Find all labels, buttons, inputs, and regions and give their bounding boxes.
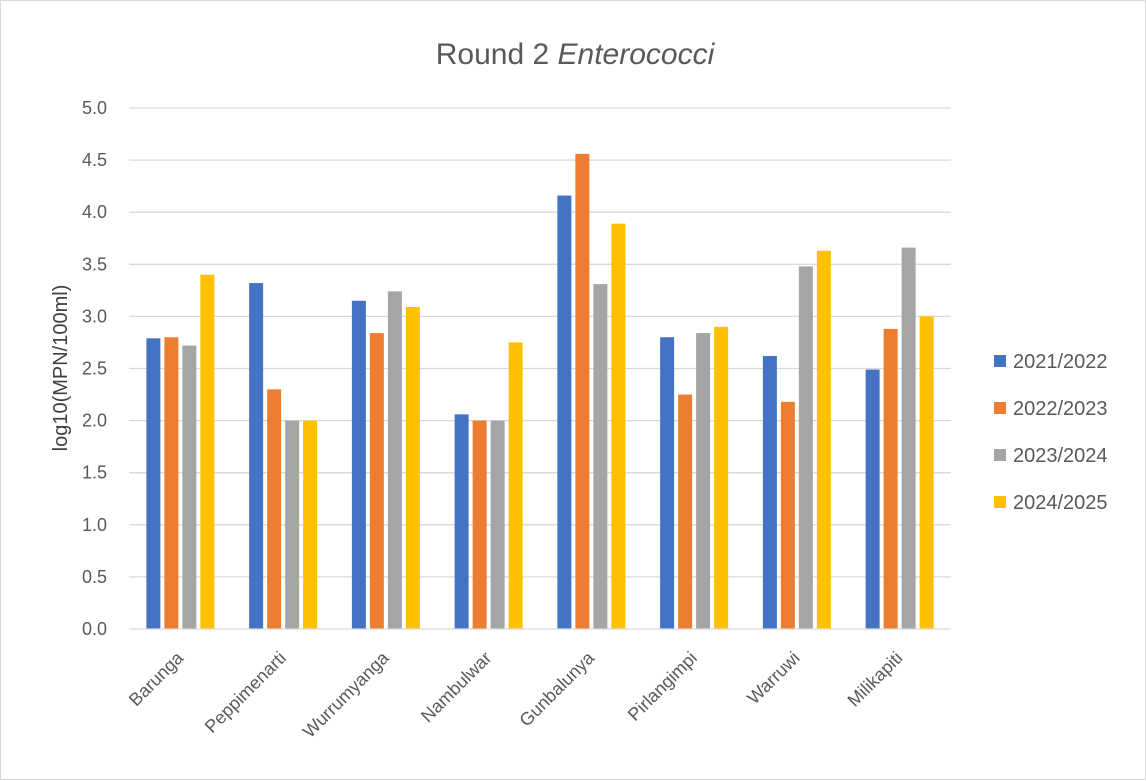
bar — [593, 284, 608, 629]
legend-label: 2021/2022 — [1013, 351, 1108, 373]
bar — [575, 153, 590, 629]
bar — [267, 389, 282, 629]
bar — [678, 394, 693, 629]
legend: 2021/2022 2022/2023 2023/2024 2024/2025 — [994, 351, 1108, 514]
bar — [798, 266, 813, 629]
legend-swatch — [994, 496, 1006, 508]
x-tick-label: Peppimenarti — [201, 648, 290, 737]
y-axis-ticks: 0.0 0.5 1.0 1.5 2.0 2.5 3.0 3.5 4.0 4.5 5.0 — [82, 98, 107, 639]
bar — [557, 195, 572, 629]
legend-label: 2024/2025 — [1013, 492, 1108, 514]
bar — [472, 420, 487, 629]
gridlines — [129, 107, 951, 578]
x-tick-label: Pirlangimpi — [624, 648, 701, 725]
bar — [508, 342, 523, 629]
bar — [762, 355, 777, 629]
legend-swatch — [994, 355, 1006, 367]
legend-swatch — [994, 449, 1006, 461]
x-tick-label: Gunbalunya — [515, 647, 598, 730]
chart-title: Round 2 Enterococci — [436, 38, 716, 71]
y-axis-title: log10(MPN/100ml) — [50, 285, 72, 452]
bar — [405, 307, 420, 629]
x-tick-label: Barunga — [125, 647, 188, 710]
bar — [490, 420, 505, 629]
bar — [919, 316, 934, 629]
y-tick-label: 1.5 — [82, 463, 107, 483]
x-tick-label: Wurrumyanga — [299, 647, 394, 742]
bar — [883, 328, 898, 629]
bar — [369, 333, 384, 629]
x-tick-label: Nambulwar — [417, 648, 496, 727]
bar — [454, 414, 469, 629]
bar — [303, 420, 318, 629]
y-tick-label: 2.5 — [82, 359, 107, 379]
y-tick-label: 5.0 — [82, 98, 107, 118]
y-tick-label: 1.0 — [82, 515, 107, 535]
bar — [611, 223, 626, 630]
bar — [182, 345, 197, 629]
bar — [285, 420, 300, 629]
y-tick-label: 3.5 — [82, 254, 107, 274]
bar — [387, 291, 402, 629]
legend-label: 2022/2023 — [1013, 398, 1108, 420]
y-tick-label: 3.0 — [82, 306, 107, 326]
x-tick-label: Milikapiti — [844, 648, 907, 711]
bar — [660, 337, 675, 629]
bar — [200, 274, 215, 629]
bar — [249, 283, 264, 629]
bar — [816, 250, 831, 629]
y-tick-label: 0.0 — [82, 619, 107, 639]
chart-title-main: Round 2 — [436, 38, 549, 71]
bar — [714, 326, 729, 629]
x-tick-label: Warruwi — [743, 648, 803, 708]
bar — [164, 337, 179, 629]
bar — [780, 401, 795, 629]
bar — [865, 369, 880, 629]
bar — [696, 333, 711, 629]
x-axis-ticks: Barunga Peppimenarti Wurrumyanga Nambulwar G… — [125, 647, 907, 742]
legend-label: 2023/2024 — [1013, 445, 1108, 467]
bar — [901, 247, 916, 630]
y-tick-label: 0.5 — [82, 567, 107, 587]
y-tick-label: 4.5 — [82, 150, 107, 170]
y-tick-label: 4.0 — [82, 202, 107, 222]
bar — [351, 300, 366, 629]
legend-swatch — [994, 402, 1006, 414]
bar — [146, 338, 161, 629]
bars — [146, 153, 934, 630]
y-tick-label: 2.0 — [82, 411, 107, 431]
chart-title-italic: Enterococci — [558, 38, 716, 71]
